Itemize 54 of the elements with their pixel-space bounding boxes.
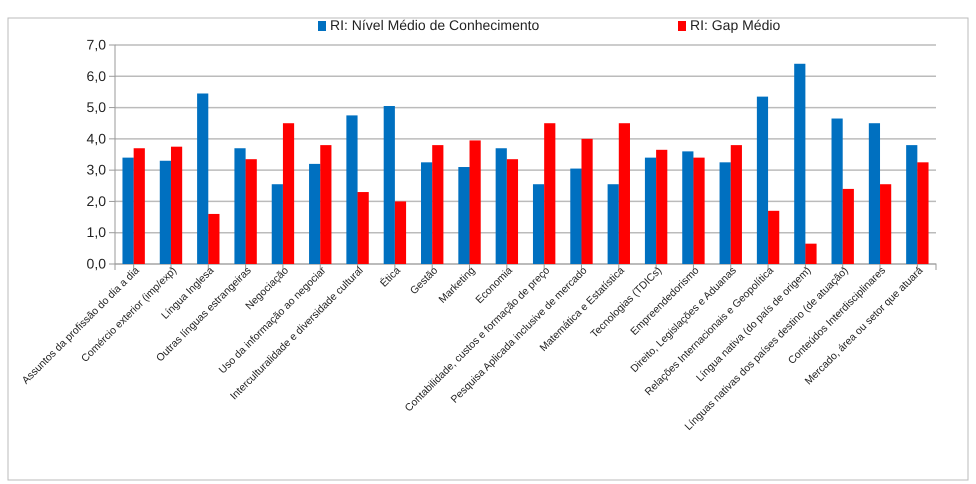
bar bbox=[730, 145, 742, 264]
y-tick-label: 3,0 bbox=[86, 162, 106, 178]
bar bbox=[693, 158, 705, 264]
bar bbox=[246, 159, 257, 264]
bar bbox=[506, 159, 518, 264]
bar bbox=[532, 184, 544, 264]
bar bbox=[320, 145, 332, 264]
bar bbox=[805, 244, 817, 264]
bar bbox=[917, 162, 929, 264]
y-tick-label: 0,0 bbox=[86, 255, 106, 272]
legend-label: RI: Nível Médio de Conhecimento bbox=[330, 17, 540, 33]
bar bbox=[272, 184, 283, 264]
bar bbox=[656, 150, 668, 264]
bar bbox=[421, 162, 432, 264]
y-tick-label: 1,0 bbox=[86, 224, 106, 240]
bar bbox=[644, 158, 656, 264]
bar bbox=[544, 123, 556, 264]
bar bbox=[134, 148, 145, 264]
legend-label: RI: Gap Médio bbox=[690, 17, 780, 33]
y-tick-label: 7,0 bbox=[86, 36, 106, 52]
bar bbox=[432, 145, 444, 264]
bar bbox=[458, 167, 470, 264]
bar bbox=[618, 123, 630, 264]
bar bbox=[794, 64, 806, 264]
bar bbox=[496, 148, 507, 264]
y-tick-label: 2,0 bbox=[86, 192, 106, 209]
bar bbox=[208, 214, 220, 264]
bar bbox=[832, 118, 843, 264]
bar bbox=[394, 201, 406, 264]
bar bbox=[868, 123, 880, 264]
bar bbox=[608, 184, 619, 264]
bar bbox=[309, 164, 320, 264]
bar bbox=[720, 162, 731, 264]
bar bbox=[906, 145, 918, 264]
bar bbox=[160, 160, 171, 264]
bar bbox=[282, 123, 294, 264]
bar bbox=[682, 151, 694, 264]
y-tick-label: 6,0 bbox=[86, 68, 106, 84]
y-tick-label: 4,0 bbox=[86, 130, 106, 146]
bar bbox=[197, 93, 208, 264]
bar bbox=[384, 106, 395, 264]
bar bbox=[234, 148, 246, 264]
bar bbox=[581, 138, 593, 264]
bar bbox=[346, 115, 358, 264]
bar bbox=[170, 146, 182, 264]
bar bbox=[768, 210, 780, 264]
bar bbox=[842, 188, 854, 264]
bar bbox=[880, 184, 892, 264]
bar bbox=[756, 96, 768, 264]
bar bbox=[122, 158, 134, 264]
bar bbox=[570, 168, 582, 264]
bar bbox=[470, 140, 481, 264]
y-tick-label: 5,0 bbox=[86, 99, 106, 116]
bar bbox=[358, 192, 369, 264]
